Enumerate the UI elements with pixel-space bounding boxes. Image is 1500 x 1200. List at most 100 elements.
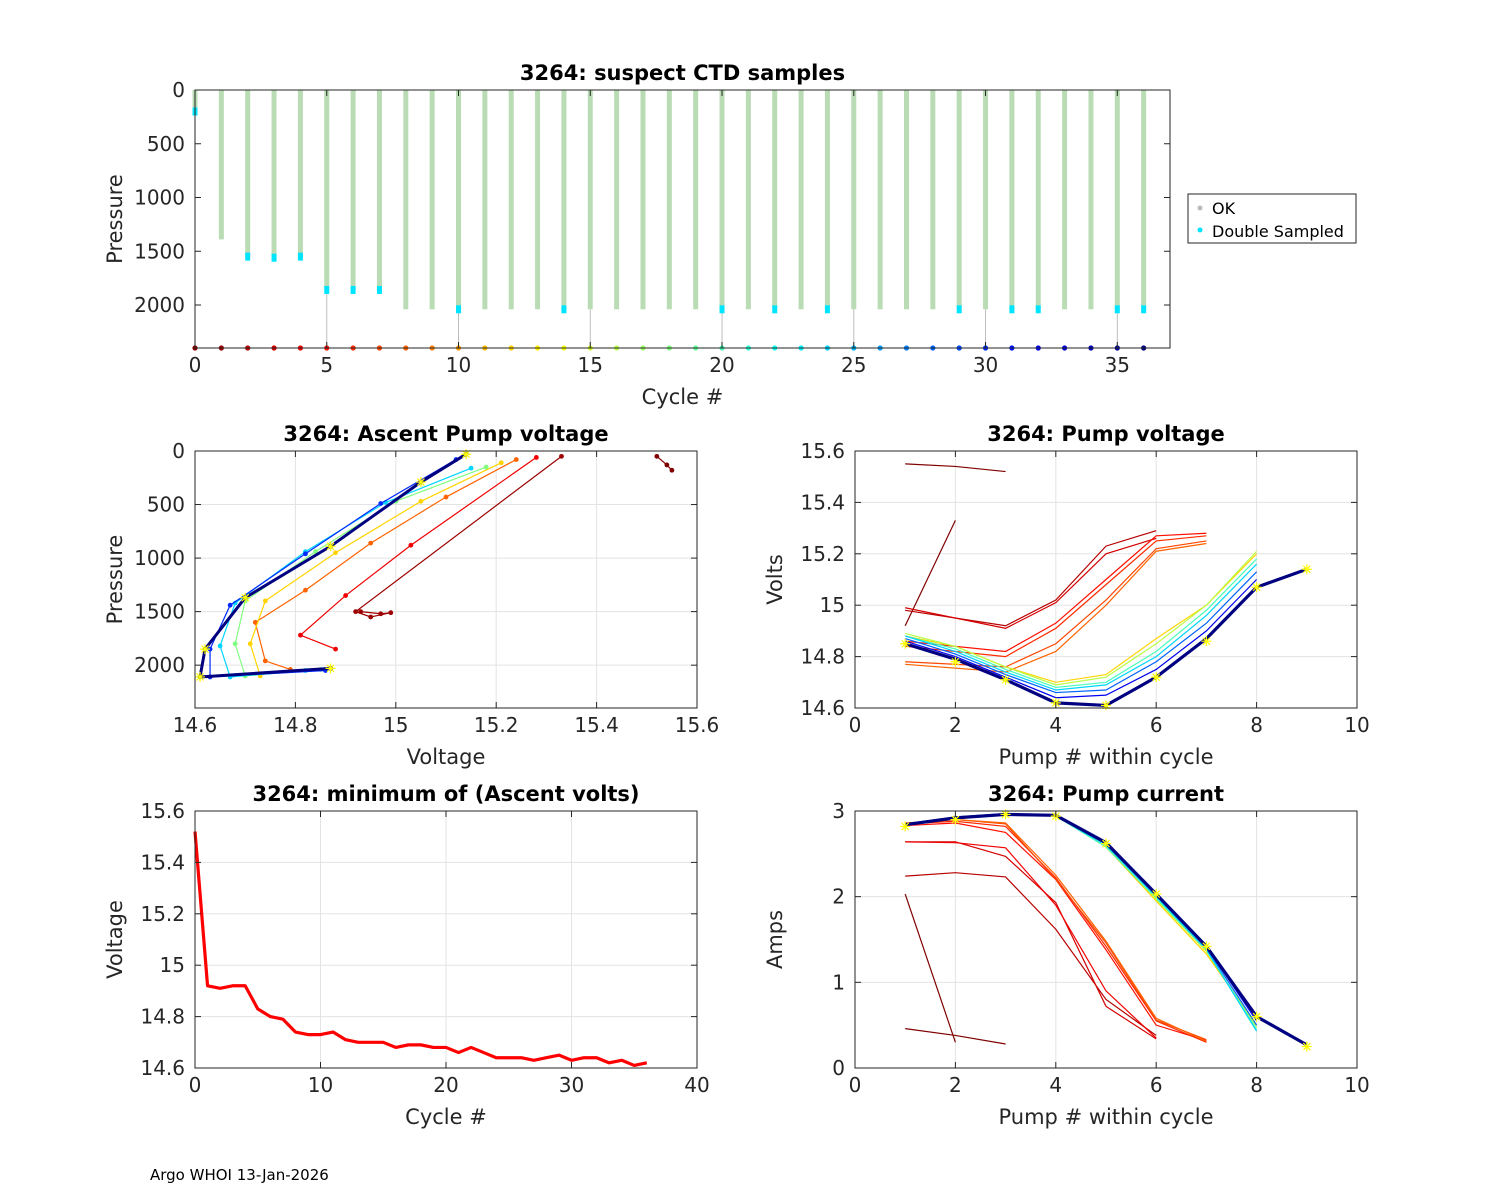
x-tick-label: 20	[709, 353, 734, 377]
footer-text: Argo WHOI 13-Jan-2026	[150, 1166, 329, 1184]
y-tick-label: 0	[172, 439, 185, 463]
x-tick-label: 10	[1344, 713, 1369, 737]
pump-current-marker	[950, 814, 961, 825]
y-tick-label: 2	[832, 885, 845, 909]
y-tick-label: 15.4	[800, 490, 845, 514]
y-tick-label: 1000	[134, 186, 185, 210]
axes-box	[854, 450, 1358, 709]
y-tick-label: 1000	[134, 546, 185, 570]
pump-voltage-line	[905, 532, 1207, 653]
x-tick-label: 14.8	[273, 713, 318, 737]
pump-voltage-line	[905, 571, 1258, 694]
x-tick-label: 35	[1105, 353, 1130, 377]
x-tick-label: 5	[320, 353, 333, 377]
ascent-point	[262, 598, 268, 604]
x-tick-label: 0	[189, 1073, 202, 1097]
min-voltage-line	[193, 831, 648, 1068]
y-tick-label: 15	[820, 593, 845, 617]
ascent-star-marker	[415, 477, 426, 488]
pump-current-marker	[1101, 838, 1111, 849]
ascent-point	[368, 540, 374, 546]
double-sampled-point	[956, 305, 962, 314]
ascent-point	[247, 641, 253, 647]
y-tick-label: 14.8	[800, 645, 845, 669]
pump-voltage-marker	[900, 638, 911, 649]
double-sampled-point	[1035, 305, 1041, 314]
chart-title: 3264: Ascent Pump voltage	[283, 422, 608, 446]
legend-label-double: Double Sampled	[1212, 222, 1344, 241]
x-tick-label: 0	[849, 713, 862, 737]
pump-current-marker	[1251, 1011, 1262, 1022]
pump-voltage-line	[905, 563, 1258, 691]
x-axis-label: Voltage	[407, 745, 486, 769]
x-axis-label: Pump # within cycle	[999, 745, 1214, 769]
ascent-point	[298, 632, 303, 638]
legend-marker-double	[1197, 227, 1203, 233]
y-axis-label: Pressure	[103, 535, 127, 625]
pump-voltage-line	[905, 537, 1157, 629]
x-tick-label: 10	[308, 1073, 333, 1097]
ascent-point	[358, 609, 364, 615]
ascent-point	[232, 600, 238, 606]
y-tick-label: 2000	[134, 653, 185, 677]
pump-voltage-marker	[1101, 700, 1111, 711]
y-tick-label: 15.6	[140, 799, 185, 823]
x-tick-label: 14.6	[173, 713, 218, 737]
y-axis-label: Volts	[763, 554, 787, 605]
pump-voltage-line	[905, 530, 1157, 627]
x-tick-label: 40	[684, 1073, 709, 1097]
x-tick-label: 10	[1344, 1073, 1369, 1097]
pump-voltage-marker	[1151, 672, 1162, 683]
y-tick-label: 500	[147, 493, 185, 517]
ascent-point	[368, 614, 374, 620]
pump-current-marker	[900, 821, 911, 832]
axes-box	[854, 810, 1358, 1069]
x-axis-label: Cycle #	[405, 1105, 487, 1129]
y-tick-label: 14.6	[800, 696, 845, 720]
y-tick-label: 3	[832, 799, 845, 823]
ascent-point	[443, 494, 449, 500]
y-axis-label: Amps	[763, 910, 787, 969]
double-sampled-point	[824, 305, 830, 314]
y-tick-label: 1500	[134, 600, 185, 624]
ascent-point	[303, 587, 308, 593]
x-tick-label: 15	[578, 353, 603, 377]
legend-marker-ok	[1197, 205, 1203, 211]
double-sampled-point	[719, 305, 725, 314]
pump-voltage-line	[905, 550, 1258, 686]
chart-pumpv: 0 2 4 6 8 10 14.6 14.8 15 15.2 15.4 15.6 3264: Pump …	[763, 422, 1370, 769]
chart-title: 3264: Pump current	[988, 782, 1224, 806]
ascent-point	[498, 460, 504, 466]
chart-title: 3264: minimum of (Ascent volts)	[252, 782, 639, 806]
x-axis-label: Cycle #	[642, 385, 724, 409]
ascent-star-marker	[195, 671, 206, 682]
double-sampled-point	[297, 252, 303, 261]
chart-minv: 0 10 20 30 40 14.6 14.8 15 15.2 15.4 15.6 3264: min…	[103, 782, 710, 1129]
ascent-point	[217, 643, 223, 649]
axes-box	[194, 89, 1171, 349]
double-sampled-point	[245, 252, 251, 261]
y-tick-label: 0	[832, 1056, 845, 1080]
double-sampled-point	[1141, 305, 1147, 314]
x-tick-label: 20	[433, 1073, 458, 1097]
x-tick-label: 0	[849, 1073, 862, 1097]
ascent-point	[483, 464, 489, 470]
y-tick-label: 15.6	[800, 439, 845, 463]
pump-voltage-line	[905, 540, 1207, 668]
double-sampled-point	[456, 305, 462, 314]
pump-current-line	[905, 1027, 1006, 1045]
pump-current-marker	[1301, 1041, 1312, 1052]
ascent-point	[468, 465, 474, 471]
y-tick-label: 14.8	[140, 1005, 185, 1029]
pump-current-line	[905, 841, 1157, 1040]
pump-voltage-line	[905, 579, 1258, 699]
x-tick-label: 6	[1150, 713, 1163, 737]
ascent-series-line	[249, 462, 502, 677]
ascent-star-marker	[200, 644, 211, 655]
double-sampled-point	[350, 285, 356, 294]
ascent-point	[654, 453, 660, 459]
chart-title: 3264: suspect CTD samples	[520, 61, 845, 85]
ascent-point	[313, 549, 318, 555]
pump-current-marker	[1000, 809, 1011, 820]
double-sampled-point	[324, 285, 330, 294]
